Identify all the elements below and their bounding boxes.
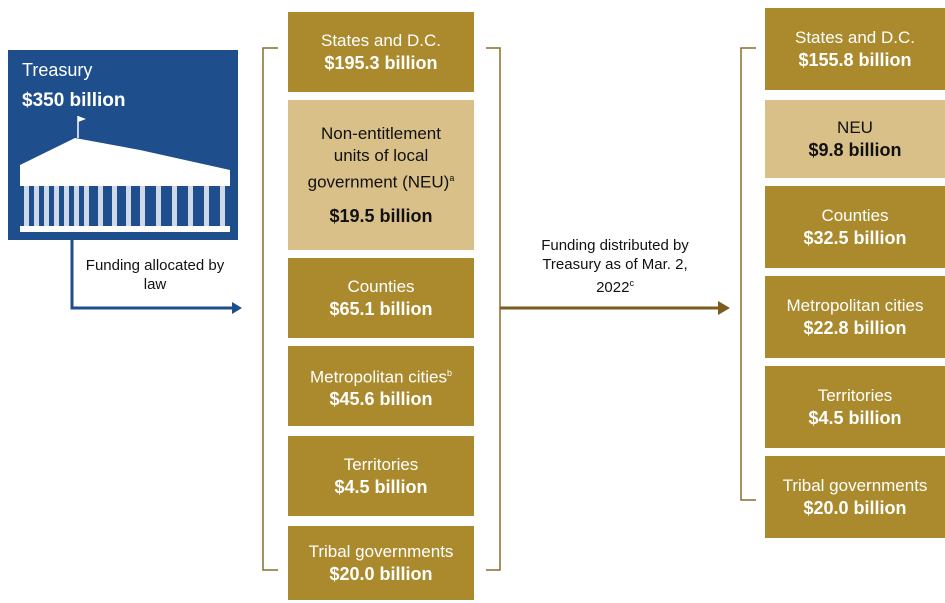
footnote: c (629, 278, 634, 288)
box-name: Territories (344, 454, 419, 476)
funding-box: Territories $4.5 billion (765, 366, 945, 448)
box-name: States and D.C. (321, 30, 441, 52)
stage: Treasury $350 billion Funding allocated … (0, 0, 945, 603)
box-name-text: Tribal governments (783, 476, 928, 495)
funding-box: NEU $9.8 billion (765, 100, 945, 178)
box-name-text: Counties (347, 277, 414, 296)
box-name-text: Non-entitlement units of local governmen… (308, 124, 450, 192)
funding-box: Tribal governments $20.0 billion (765, 456, 945, 538)
funding-box: States and D.C. $155.8 billion (765, 8, 945, 90)
box-name-text: Territories (344, 455, 419, 474)
funding-box: Territories $4.5 billion (288, 436, 474, 516)
funding-box: Metropolitan citiesb$45.6 billion (288, 346, 474, 426)
box-name-text: Counties (821, 206, 888, 225)
footnote: a (449, 173, 454, 183)
page: Treasury $350 billion Funding allocated … (0, 0, 945, 603)
funding-box: Metropolitan cities $22.8 billion (765, 276, 945, 358)
treasury-amount: $350 billion (22, 90, 125, 112)
box-amount: $45.6 billion (329, 388, 432, 410)
box-amount: $4.5 billion (808, 407, 901, 429)
funding-box: Counties $65.1 billion (288, 258, 474, 338)
box-amount: $19.5 billion (329, 205, 432, 227)
box-name: Non-entitlement units of local governmen… (306, 123, 456, 194)
box-amount: $32.5 billion (803, 227, 906, 249)
box-name: Counties (821, 205, 888, 227)
box-name-text: States and D.C. (795, 28, 915, 47)
box-name-text: Tribal governments (309, 542, 454, 561)
box-amount: $20.0 billion (329, 563, 432, 585)
box-name: States and D.C. (795, 27, 915, 49)
box-name: Tribal governments (783, 475, 928, 497)
box-amount: $65.1 billion (329, 298, 432, 320)
box-name-text: Metropolitan cities (786, 296, 923, 315)
footnote: b (447, 368, 452, 378)
box-name-text: NEU (837, 118, 873, 137)
box-name-text: States and D.C. (321, 31, 441, 50)
funding-box: Non-entitlement units of local governmen… (288, 100, 474, 250)
box-name: Tribal governments (309, 541, 454, 563)
box-name: Counties (347, 276, 414, 298)
box-amount: $20.0 billion (803, 497, 906, 519)
distribution-label: Funding distributed by Treasury as of Ma… (525, 236, 705, 297)
box-amount: $155.8 billion (798, 49, 911, 71)
box-name: Metropolitan cities (786, 295, 923, 317)
funding-box: Tribal governments $20.0 billion (288, 526, 474, 600)
box-name: Territories (818, 385, 893, 407)
funding-box: States and D.C. $195.3 billion (288, 12, 474, 92)
box-name: NEU (837, 117, 873, 139)
allocation-label: Funding allocated by law (80, 256, 230, 294)
treasury-label: Treasury (22, 60, 92, 81)
box-amount: $9.8 billion (808, 139, 901, 161)
distribution-text: Funding distributed by Treasury as of Ma… (541, 237, 689, 296)
box-amount: $4.5 billion (334, 476, 427, 498)
box-amount: $195.3 billion (324, 52, 437, 74)
box-name-text: Metropolitan cities (310, 367, 447, 386)
funding-box: Counties $32.5 billion (765, 186, 945, 268)
box-name-text: Territories (818, 386, 893, 405)
box-amount: $22.8 billion (803, 317, 906, 339)
box-name: Metropolitan citiesb (310, 362, 452, 389)
